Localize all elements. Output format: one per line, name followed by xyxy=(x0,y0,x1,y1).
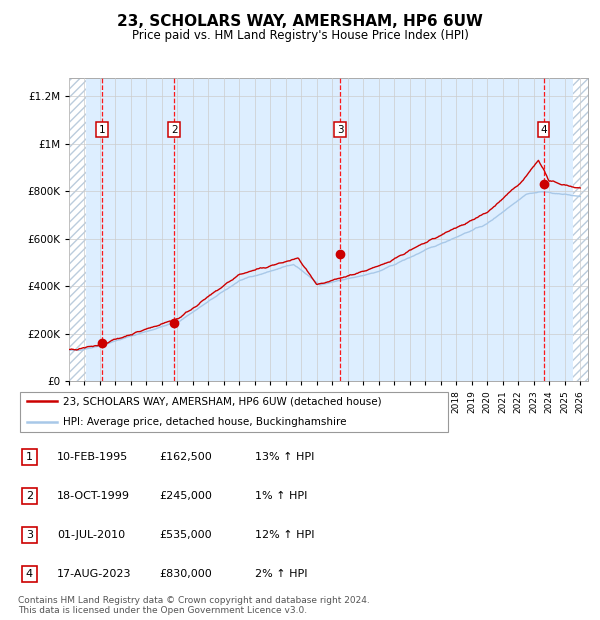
Text: £535,000: £535,000 xyxy=(159,530,212,540)
Text: Contains HM Land Registry data © Crown copyright and database right 2024.
This d: Contains HM Land Registry data © Crown c… xyxy=(18,596,370,615)
Text: £245,000: £245,000 xyxy=(159,491,212,501)
Text: 3: 3 xyxy=(26,530,33,540)
FancyBboxPatch shape xyxy=(22,488,37,504)
Text: 3: 3 xyxy=(337,125,343,135)
Text: 4: 4 xyxy=(540,125,547,135)
Text: 23, SCHOLARS WAY, AMERSHAM, HP6 6UW: 23, SCHOLARS WAY, AMERSHAM, HP6 6UW xyxy=(117,14,483,29)
Text: 12% ↑ HPI: 12% ↑ HPI xyxy=(255,530,314,540)
Text: 4: 4 xyxy=(26,569,33,579)
Text: 2: 2 xyxy=(26,491,33,501)
FancyBboxPatch shape xyxy=(22,527,37,543)
Text: 2: 2 xyxy=(171,125,178,135)
Text: 01-JUL-2010: 01-JUL-2010 xyxy=(57,530,125,540)
Text: 1: 1 xyxy=(26,452,33,462)
Text: 17-AUG-2023: 17-AUG-2023 xyxy=(57,569,131,579)
Text: 10-FEB-1995: 10-FEB-1995 xyxy=(57,452,128,462)
Text: £162,500: £162,500 xyxy=(159,452,212,462)
FancyBboxPatch shape xyxy=(20,392,448,432)
Text: 18-OCT-1999: 18-OCT-1999 xyxy=(57,491,130,501)
Text: 13% ↑ HPI: 13% ↑ HPI xyxy=(255,452,314,462)
Text: HPI: Average price, detached house, Buckinghamshire: HPI: Average price, detached house, Buck… xyxy=(64,417,347,427)
Text: 23, SCHOLARS WAY, AMERSHAM, HP6 6UW (detached house): 23, SCHOLARS WAY, AMERSHAM, HP6 6UW (det… xyxy=(64,396,382,407)
FancyBboxPatch shape xyxy=(22,449,37,465)
Text: 1: 1 xyxy=(98,125,105,135)
FancyBboxPatch shape xyxy=(22,566,37,582)
Text: 1% ↑ HPI: 1% ↑ HPI xyxy=(255,491,307,501)
Text: 2% ↑ HPI: 2% ↑ HPI xyxy=(255,569,308,579)
Text: £830,000: £830,000 xyxy=(159,569,212,579)
Text: Price paid vs. HM Land Registry's House Price Index (HPI): Price paid vs. HM Land Registry's House … xyxy=(131,30,469,42)
